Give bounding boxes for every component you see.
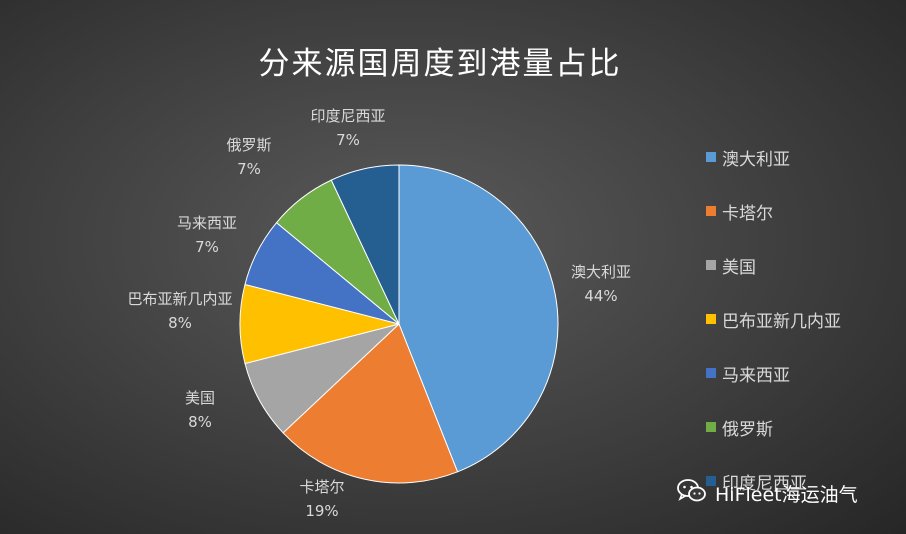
legend-swatch <box>706 260 716 270</box>
legend-item[interactable]: 卡塔尔 <box>706 184 841 238</box>
legend-swatch <box>706 368 716 378</box>
slice-label-name: 俄罗斯 <box>226 136 271 154</box>
slice-label-percent: 44% <box>584 287 617 305</box>
legend-item[interactable]: 俄罗斯 <box>706 400 841 454</box>
legend-item[interactable]: 印度尼西亚 <box>706 454 841 508</box>
legend-label: 美国 <box>722 257 756 278</box>
slice-label-percent: 7% <box>195 238 219 256</box>
chart-title: 分来源国周度到港量占比 <box>258 46 622 82</box>
wechat-icon <box>677 478 707 509</box>
slice-label-percent: 7% <box>336 131 360 149</box>
pie-slice-2 <box>282 323 459 484</box>
pie-slice-1 <box>398 164 559 473</box>
slice-label-percent: 7% <box>237 160 261 178</box>
slice-label-percent: 8% <box>188 413 212 431</box>
slice-label-name: 卡塔尔 <box>299 478 344 496</box>
legend-label: 印度尼西亚 <box>722 473 807 494</box>
watermark: HiFleet海运油气 <box>677 478 858 509</box>
legend-swatch <box>706 206 716 216</box>
legend-item[interactable]: 巴布亚新几内亚 <box>706 292 841 346</box>
pie-slice-7 <box>330 164 400 325</box>
slice-label-name: 美国 <box>185 389 215 407</box>
slice-label-name: 巴布亚新几内亚 <box>127 290 232 308</box>
legend-swatch <box>706 476 716 486</box>
legend-label: 俄罗斯 <box>722 419 773 440</box>
slice-label-percent: 19% <box>305 502 338 520</box>
legend-item[interactable]: 马来西亚 <box>706 346 841 400</box>
slice-label-percent: 8% <box>168 314 192 332</box>
chart-legend: 澳大利亚卡塔尔美国巴布亚新几内亚 马来西亚俄罗斯印度尼西亚 <box>706 130 841 508</box>
slice-label-name: 澳大利亚 <box>571 263 631 281</box>
watermark-text: HiFleet海运油气 <box>715 484 858 506</box>
legend-item[interactable]: 美国 <box>706 238 841 292</box>
legend-label: 马来西亚 <box>722 365 790 386</box>
legend-label: 澳大利亚 <box>722 149 790 170</box>
slice-label-name: 马来西亚 <box>177 214 237 232</box>
slice-label-name: 印度尼西亚 <box>310 107 385 125</box>
legend-item[interactable]: 澳大利亚 <box>706 130 841 184</box>
legend-swatch <box>706 152 716 162</box>
legend-swatch <box>706 422 716 432</box>
legend-swatch <box>706 314 716 324</box>
legend-label: 卡塔尔 <box>722 203 773 224</box>
legend-label: 巴布亚新几内亚 <box>722 311 841 332</box>
